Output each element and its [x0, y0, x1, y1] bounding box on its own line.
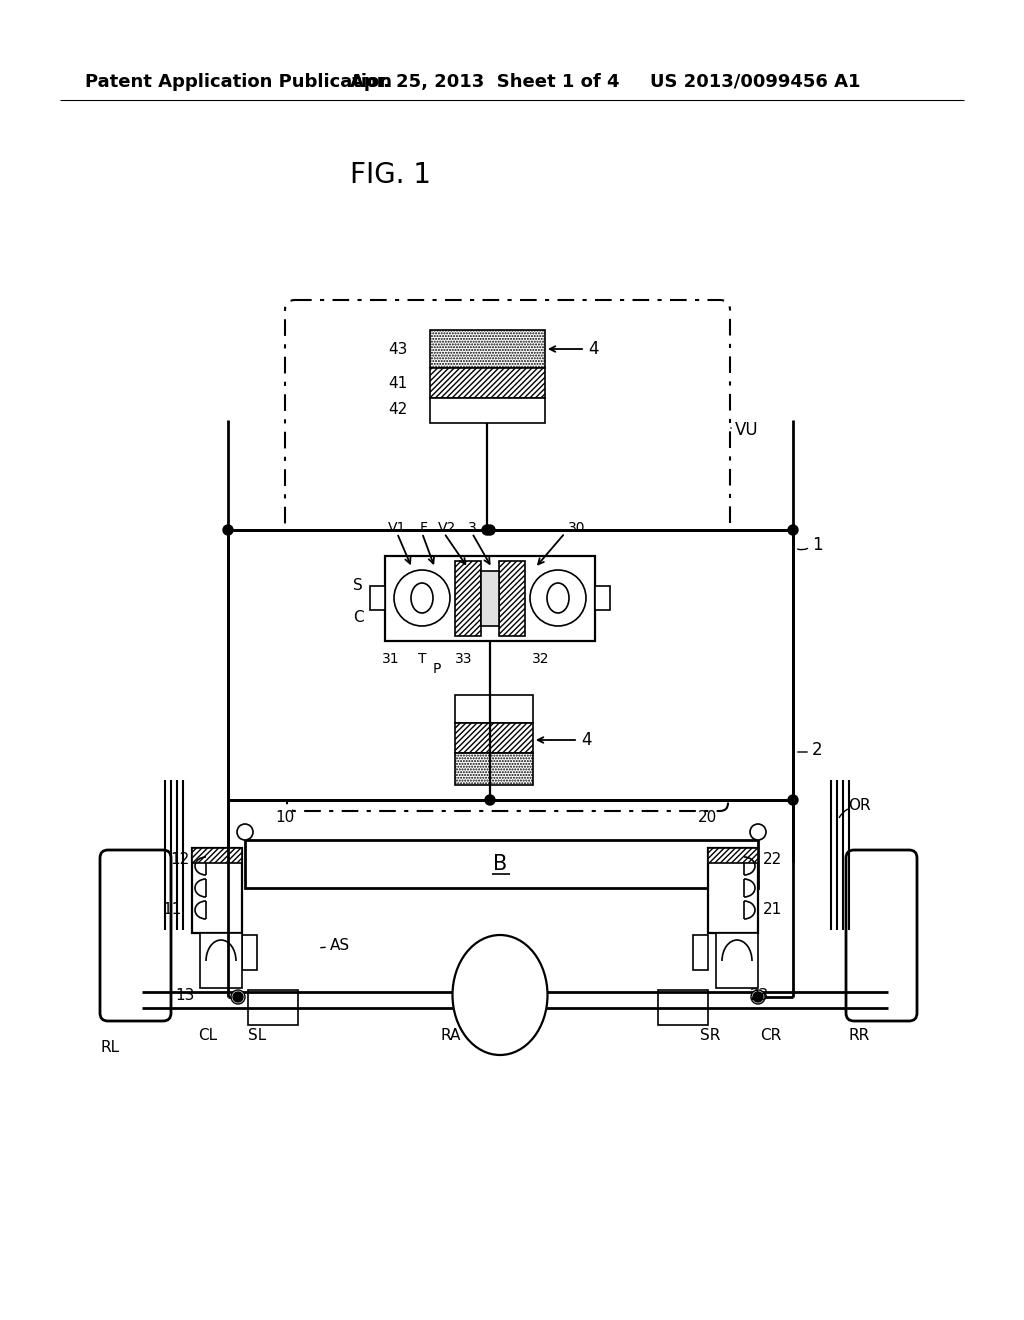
Text: 42: 42: [388, 403, 408, 417]
Text: US 2013/0099456 A1: US 2013/0099456 A1: [650, 73, 860, 91]
Circle shape: [788, 525, 798, 535]
Circle shape: [788, 795, 798, 805]
Bar: [693, 935, 708, 970]
Text: Patent Application Publication: Patent Application Publication: [85, 73, 392, 91]
Bar: [242, 935, 257, 970]
Bar: [430, 368, 545, 399]
Text: CR: CR: [760, 1028, 781, 1044]
FancyBboxPatch shape: [100, 850, 171, 1020]
Text: 32: 32: [532, 652, 550, 667]
Bar: [248, 990, 298, 1026]
Bar: [228, 531, 793, 800]
FancyBboxPatch shape: [287, 671, 728, 810]
Text: RR: RR: [848, 1028, 869, 1044]
Text: SL: SL: [248, 1028, 266, 1044]
Bar: [455, 723, 534, 752]
Text: 13: 13: [175, 987, 195, 1002]
Circle shape: [485, 795, 495, 805]
Text: RA: RA: [440, 1028, 461, 1044]
Bar: [245, 840, 758, 888]
Text: OR: OR: [848, 797, 870, 813]
Text: B: B: [493, 854, 507, 874]
Ellipse shape: [547, 583, 569, 612]
Circle shape: [482, 525, 492, 535]
Bar: [658, 990, 708, 1026]
Ellipse shape: [453, 935, 548, 1055]
Bar: [193, 847, 242, 863]
Text: 4: 4: [581, 731, 592, 748]
Text: 4: 4: [588, 341, 598, 358]
Text: 43: 43: [388, 342, 408, 356]
Circle shape: [237, 824, 253, 840]
Text: 21: 21: [763, 903, 782, 917]
Text: 2: 2: [812, 741, 822, 759]
Text: RL: RL: [100, 1040, 119, 1056]
Text: VU: VU: [735, 421, 759, 440]
Bar: [481, 572, 499, 626]
FancyBboxPatch shape: [846, 850, 918, 1020]
Bar: [708, 847, 758, 933]
Text: F: F: [420, 521, 428, 535]
Text: 23: 23: [750, 987, 769, 1002]
Text: 11: 11: [162, 903, 181, 917]
Text: 12: 12: [170, 853, 189, 867]
Text: 22: 22: [763, 853, 782, 867]
Bar: [595, 586, 610, 610]
Text: AS: AS: [330, 937, 350, 953]
Bar: [708, 847, 758, 863]
Circle shape: [485, 525, 495, 535]
Circle shape: [753, 993, 763, 1002]
Text: V1: V1: [388, 521, 407, 535]
Circle shape: [233, 993, 243, 1002]
Text: V2: V2: [438, 521, 457, 535]
Text: 3: 3: [468, 521, 477, 535]
Circle shape: [394, 570, 450, 626]
Bar: [455, 696, 534, 723]
Bar: [385, 556, 595, 642]
Bar: [430, 399, 545, 422]
Ellipse shape: [411, 583, 433, 612]
Bar: [455, 752, 534, 785]
Text: FIG. 1: FIG. 1: [349, 161, 430, 189]
Circle shape: [231, 990, 245, 1005]
Bar: [455, 561, 481, 636]
Circle shape: [223, 525, 233, 535]
Text: 41: 41: [388, 375, 408, 391]
Text: 10: 10: [275, 810, 294, 825]
Text: SR: SR: [700, 1028, 720, 1044]
Circle shape: [750, 824, 766, 840]
FancyBboxPatch shape: [285, 300, 730, 540]
Text: 33: 33: [455, 652, 472, 667]
Bar: [716, 933, 758, 987]
Bar: [370, 586, 385, 610]
Text: P: P: [433, 663, 441, 676]
Circle shape: [751, 990, 765, 1005]
Bar: [200, 933, 242, 987]
Circle shape: [530, 570, 586, 626]
Text: 1: 1: [812, 536, 822, 554]
Text: 31: 31: [382, 652, 399, 667]
Text: S: S: [353, 578, 362, 594]
Bar: [499, 561, 525, 636]
Text: Apr. 25, 2013  Sheet 1 of 4: Apr. 25, 2013 Sheet 1 of 4: [350, 73, 620, 91]
Text: CL: CL: [198, 1028, 217, 1044]
Bar: [430, 330, 545, 368]
Bar: [193, 847, 242, 933]
Text: C: C: [353, 610, 364, 626]
Text: T: T: [418, 652, 427, 667]
Text: 30: 30: [568, 521, 586, 535]
Text: 20: 20: [698, 810, 717, 825]
